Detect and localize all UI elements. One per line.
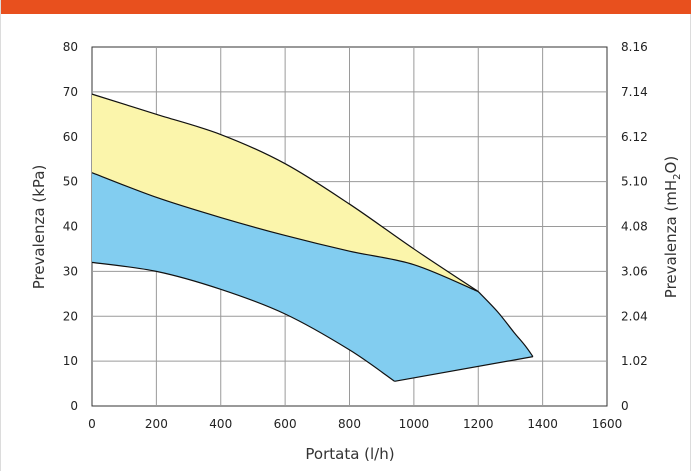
y-tick-label: 0 <box>70 399 78 413</box>
x-tick-label: 400 <box>209 417 232 431</box>
y2-tick-label: 4.08 <box>621 220 648 234</box>
y-tick-label: 50 <box>63 175 78 189</box>
y-tick-label: 20 <box>63 309 78 323</box>
y-tick-label: 80 <box>63 40 78 54</box>
x-tick-label: 600 <box>274 417 297 431</box>
y-tick-label: 30 <box>63 264 78 278</box>
y2-tick-label: 8.16 <box>621 40 648 54</box>
series-line-upper <box>91 93 479 293</box>
header-bar <box>1 0 691 14</box>
x-axis-title: Portata (l/h) <box>305 445 394 463</box>
y2-tick-label: 5.10 <box>621 175 648 189</box>
x-tick-label: 1600 <box>592 417 623 431</box>
y-tick-label: 60 <box>63 130 78 144</box>
series-line-envelope <box>477 291 534 357</box>
y-tick-label: 10 <box>63 354 78 368</box>
y2-tick-label: 6.12 <box>621 130 648 144</box>
x-tick-label: 200 <box>145 417 168 431</box>
x-tick-label: 800 <box>338 417 361 431</box>
x-tick-label: 1000 <box>399 417 430 431</box>
y-axis-title: Prevalenza (kPa) <box>30 165 48 290</box>
series-line-lower <box>91 261 395 382</box>
y2-tick-label: 1.02 <box>621 354 648 368</box>
y-axis-title-right: Prevalenza (mH2O) <box>662 156 683 298</box>
series-line-bottom <box>394 356 534 382</box>
x-tick-label: 0 <box>88 417 96 431</box>
y2-tick-label: 3.06 <box>621 264 648 278</box>
y2-tick-label: 0 <box>621 399 629 413</box>
series-line-middle <box>91 172 479 293</box>
x-tick-label: 1400 <box>527 417 558 431</box>
yellow-region <box>92 94 479 292</box>
x-tick-label: 1200 <box>463 417 494 431</box>
y-tick-label: 70 <box>63 85 78 99</box>
blue-region <box>92 172 533 382</box>
y2-tick-label: 2.04 <box>621 309 648 323</box>
y-tick-label: 40 <box>63 220 78 234</box>
y2-tick-label: 7.14 <box>621 85 648 99</box>
